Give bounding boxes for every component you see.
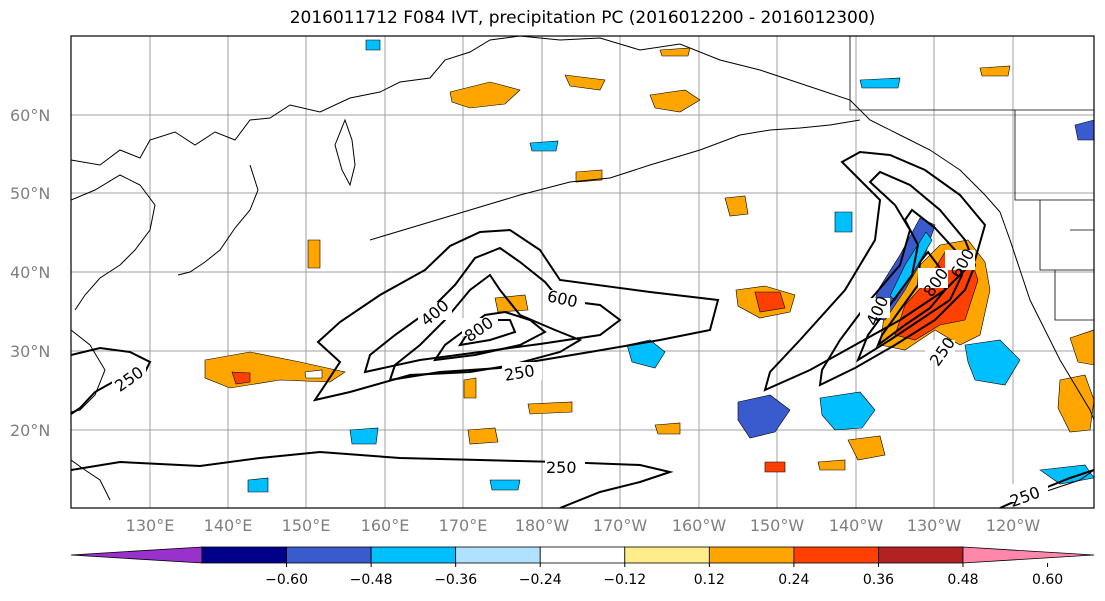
colorbar-tick-label: −0.48 — [350, 572, 393, 588]
lat-label: 30°N — [10, 342, 50, 361]
colorbar-segment — [878, 546, 964, 564]
japan — [177, 164, 259, 276]
alaska-coast — [609, 119, 861, 179]
colorbar-tick-label: −0.60 — [265, 572, 308, 588]
precip-patch — [626, 339, 666, 369]
precip-patch — [847, 435, 886, 461]
precip-patch — [979, 65, 1011, 77]
precip-patch — [819, 391, 876, 431]
precip-patch — [365, 39, 381, 51]
colorbar-segment — [539, 546, 626, 564]
lon-label: 160°W — [672, 516, 727, 535]
lon-label: 160°E — [361, 516, 410, 535]
precip-patch — [649, 89, 701, 113]
precip-patch — [1074, 119, 1094, 141]
precip-patch — [529, 140, 559, 152]
colorbar-tick-label: 0.12 — [694, 572, 725, 588]
precip-patch — [527, 401, 573, 415]
lat-label: 20°N — [10, 421, 50, 440]
alaska-coast — [519, 36, 1001, 213]
coastlines — [71, 36, 1094, 501]
colorbar-tick-label: −0.36 — [434, 572, 477, 588]
precip-patch — [889, 231, 933, 301]
lon-label: 150°E — [282, 516, 331, 535]
lon-label: 180°W — [515, 516, 570, 535]
asia-coast — [71, 36, 521, 166]
precip-patch — [1057, 374, 1094, 433]
precip-patch — [489, 479, 521, 491]
ivt-contour-800-west — [432, 310, 547, 362]
precip-patch — [463, 377, 477, 399]
precip-patch — [859, 77, 901, 89]
aleutians — [369, 177, 611, 241]
colorbar-tick-label: −0.24 — [519, 572, 562, 588]
lon-label: 170°W — [593, 516, 648, 535]
lon-label: 170°E — [439, 516, 488, 535]
precip-patch — [659, 47, 691, 57]
colorbar-segment — [201, 546, 287, 564]
lon-label: 120°W — [986, 516, 1041, 535]
precip-patch — [349, 427, 379, 445]
precip-patch — [307, 239, 321, 269]
precip-patch — [1069, 329, 1094, 366]
precip-patch — [834, 211, 853, 233]
precip-patch — [304, 369, 323, 379]
precip-patch — [247, 477, 269, 493]
borders — [849, 36, 1094, 321]
precip-patch — [467, 427, 499, 445]
colorbar-tick-label: 0.48 — [947, 572, 978, 588]
precip-patch — [764, 461, 786, 473]
colorbar-tick-label: 0.60 — [1032, 572, 1063, 588]
precip-patch — [449, 81, 521, 109]
colorbar-segment — [286, 546, 372, 564]
colorbar-segment — [624, 546, 710, 564]
lon-label: 150°W — [750, 516, 805, 535]
contour-labels: 400 600 800 250 400 800 600 250 250 250 … — [111, 245, 1048, 508]
lat-labels: 60°N 50°N 40°N 30°N 20°N — [10, 106, 50, 440]
lat-label: 50°N — [10, 184, 50, 203]
ivt-contour-800-east — [875, 250, 947, 348]
lon-label: 140°E — [204, 516, 253, 535]
precip-patch — [654, 422, 681, 435]
colorbar-segment — [370, 546, 457, 564]
lat-label: 60°N — [10, 106, 50, 125]
ivt-contour-250-south — [71, 450, 674, 508]
colorbar-extend-high — [962, 546, 1095, 564]
philippines — [71, 459, 111, 501]
map-area: 400 600 800 250 400 800 600 250 250 250 … — [71, 36, 1094, 508]
ivt-contour-600-east — [855, 208, 964, 363]
precip-patch — [231, 371, 251, 385]
lon-labels: 130°E 140°E 150°E 160°E 170°E 180°W 170°… — [126, 516, 1041, 535]
colorbar-tick-label: −0.12 — [603, 572, 646, 588]
contour-label: 250 — [546, 458, 577, 477]
precip-patch — [737, 394, 791, 439]
colorbar-extend-low — [70, 546, 203, 564]
precip-patch — [724, 195, 749, 217]
map-frame — [70, 35, 1095, 509]
colorbar-segment — [793, 546, 879, 564]
precip-patch — [754, 291, 786, 313]
kamchatka — [334, 118, 356, 187]
colorbar: −0.60 −0.48 −0.36 −0.24 −0.12 0.12 0.24 0.36 0.4… — [70, 546, 1095, 588]
colorbar-tick-label: 0.36 — [863, 572, 894, 588]
precip-patch — [564, 74, 606, 91]
lat-label: 40°N — [10, 263, 50, 282]
asia-coast — [71, 174, 156, 311]
colorbar-segment — [708, 546, 795, 564]
colorbar-segment — [455, 546, 541, 564]
north-america-coast — [999, 211, 1094, 421]
colorbar-tick-label: 0.24 — [778, 572, 809, 588]
precip-patch — [964, 339, 1021, 386]
lon-label: 140°W — [829, 516, 884, 535]
ivt-contour-250-east — [763, 150, 987, 392]
lon-label: 130°W — [907, 516, 962, 535]
china-coast — [71, 329, 106, 413]
precip-patch — [817, 459, 846, 471]
lon-label: 130°E — [126, 516, 175, 535]
map-title: 2016011712 F084 IVT, precipitation PC (2… — [289, 8, 876, 28]
